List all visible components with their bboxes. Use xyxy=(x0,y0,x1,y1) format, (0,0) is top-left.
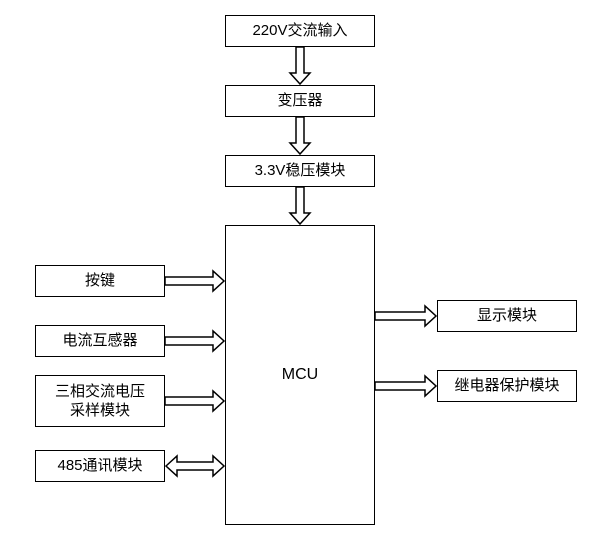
node-label: 变压器 xyxy=(277,91,322,111)
node-label: 3.3V稳压模块 xyxy=(255,161,346,181)
node-label: 按键 xyxy=(85,271,115,291)
arrow-right-double xyxy=(165,454,225,478)
node-label: 显示模块 xyxy=(477,306,537,326)
arrow-right xyxy=(375,304,437,328)
node-485-comm: 485通讯模块 xyxy=(35,450,165,482)
node-display: 显示模块 xyxy=(437,300,577,332)
node-keys: 按键 xyxy=(35,265,165,297)
node-mcu: MCU xyxy=(225,225,375,525)
arrow-right xyxy=(165,329,225,353)
node-label: 三相交流电压 采样模块 xyxy=(55,382,145,421)
node-current-transformer: 电流互感器 xyxy=(35,325,165,357)
node-label: 485通讯模块 xyxy=(57,456,142,476)
node-label: 继电器保护模块 xyxy=(454,376,559,396)
node-label: 电流互感器 xyxy=(62,331,137,351)
node-relay-protect: 继电器保护模块 xyxy=(437,370,577,402)
arrow-right xyxy=(165,389,225,413)
arrow-down xyxy=(288,117,312,155)
node-label: MCU xyxy=(282,365,318,386)
node-ac-input: 220V交流输入 xyxy=(225,15,375,47)
arrow-down xyxy=(288,187,312,225)
arrow-right xyxy=(165,269,225,293)
arrow-down xyxy=(288,47,312,85)
node-transformer: 变压器 xyxy=(225,85,375,117)
node-regulator: 3.3V稳压模块 xyxy=(225,155,375,187)
node-label: 220V交流输入 xyxy=(252,21,347,41)
node-3phase-sample: 三相交流电压 采样模块 xyxy=(35,375,165,427)
arrow-right xyxy=(375,374,437,398)
